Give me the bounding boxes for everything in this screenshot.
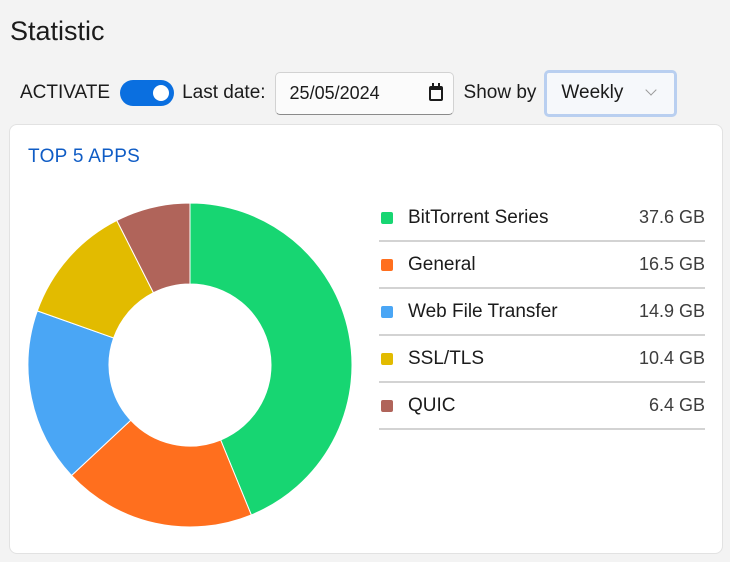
calendar-icon[interactable] [428, 82, 443, 101]
show-by-value: Weekly [561, 82, 624, 103]
donut-chart [28, 203, 352, 527]
last-date-label: Last date: [182, 82, 266, 103]
legend-value: 6.4 GB [648, 395, 705, 415]
toggle-knob [153, 85, 170, 101]
legend-name: SSL/TLS [408, 347, 485, 369]
legend: BitTorrent Series 37.6 GB General 16.5 GB We… [379, 195, 705, 430]
donut-slice-5[interactable] [116, 203, 191, 294]
legend-swatch [381, 399, 393, 412]
legend-row[interactable]: General 16.5 GB [379, 242, 705, 289]
top-apps-card: TOP 5 APPS BitTorrent Series 37.6 GB Gener… [9, 124, 723, 554]
legend-value: 14.9 GB [638, 301, 705, 321]
legend-name: QUIC [408, 394, 456, 416]
legend-name: Web File Transfer [408, 300, 558, 322]
activate-label: ACTIVATE [20, 82, 111, 103]
donut-slice-3[interactable] [28, 310, 132, 477]
donut-slice-2[interactable] [70, 419, 252, 527]
legend-swatch [381, 305, 393, 318]
last-date-value: 25/05/2024 [289, 82, 380, 103]
legend-name: BitTorrent Series [408, 206, 549, 228]
toolbar: ACTIVATE Last date: 25/05/2024 Show by W… [20, 69, 678, 117]
page-title: Statistic [10, 16, 105, 46]
legend-swatch [381, 211, 393, 224]
legend-row[interactable]: Web File Transfer 14.9 GB [379, 289, 705, 336]
last-date-input[interactable]: 25/05/2024 [274, 71, 454, 115]
card-title: TOP 5 APPS [28, 146, 141, 167]
legend-value: 16.5 GB [638, 254, 705, 274]
show-by-select[interactable]: Weekly [544, 69, 678, 117]
show-by-label: Show by [463, 82, 537, 103]
legend-name: General [408, 253, 476, 275]
donut-slice-1[interactable] [189, 203, 352, 516]
legend-value: 10.4 GB [638, 348, 705, 368]
legend-swatch [381, 352, 393, 365]
legend-row[interactable]: SSL/TLS 10.4 GB [379, 336, 705, 383]
legend-row[interactable]: QUIC 6.4 GB [379, 383, 705, 430]
activate-toggle[interactable] [120, 80, 175, 106]
legend-row[interactable]: BitTorrent Series 37.6 GB [379, 195, 705, 242]
chevron-down-icon [645, 83, 658, 96]
legend-value: 37.6 GB [638, 207, 705, 227]
legend-swatch [381, 258, 393, 271]
